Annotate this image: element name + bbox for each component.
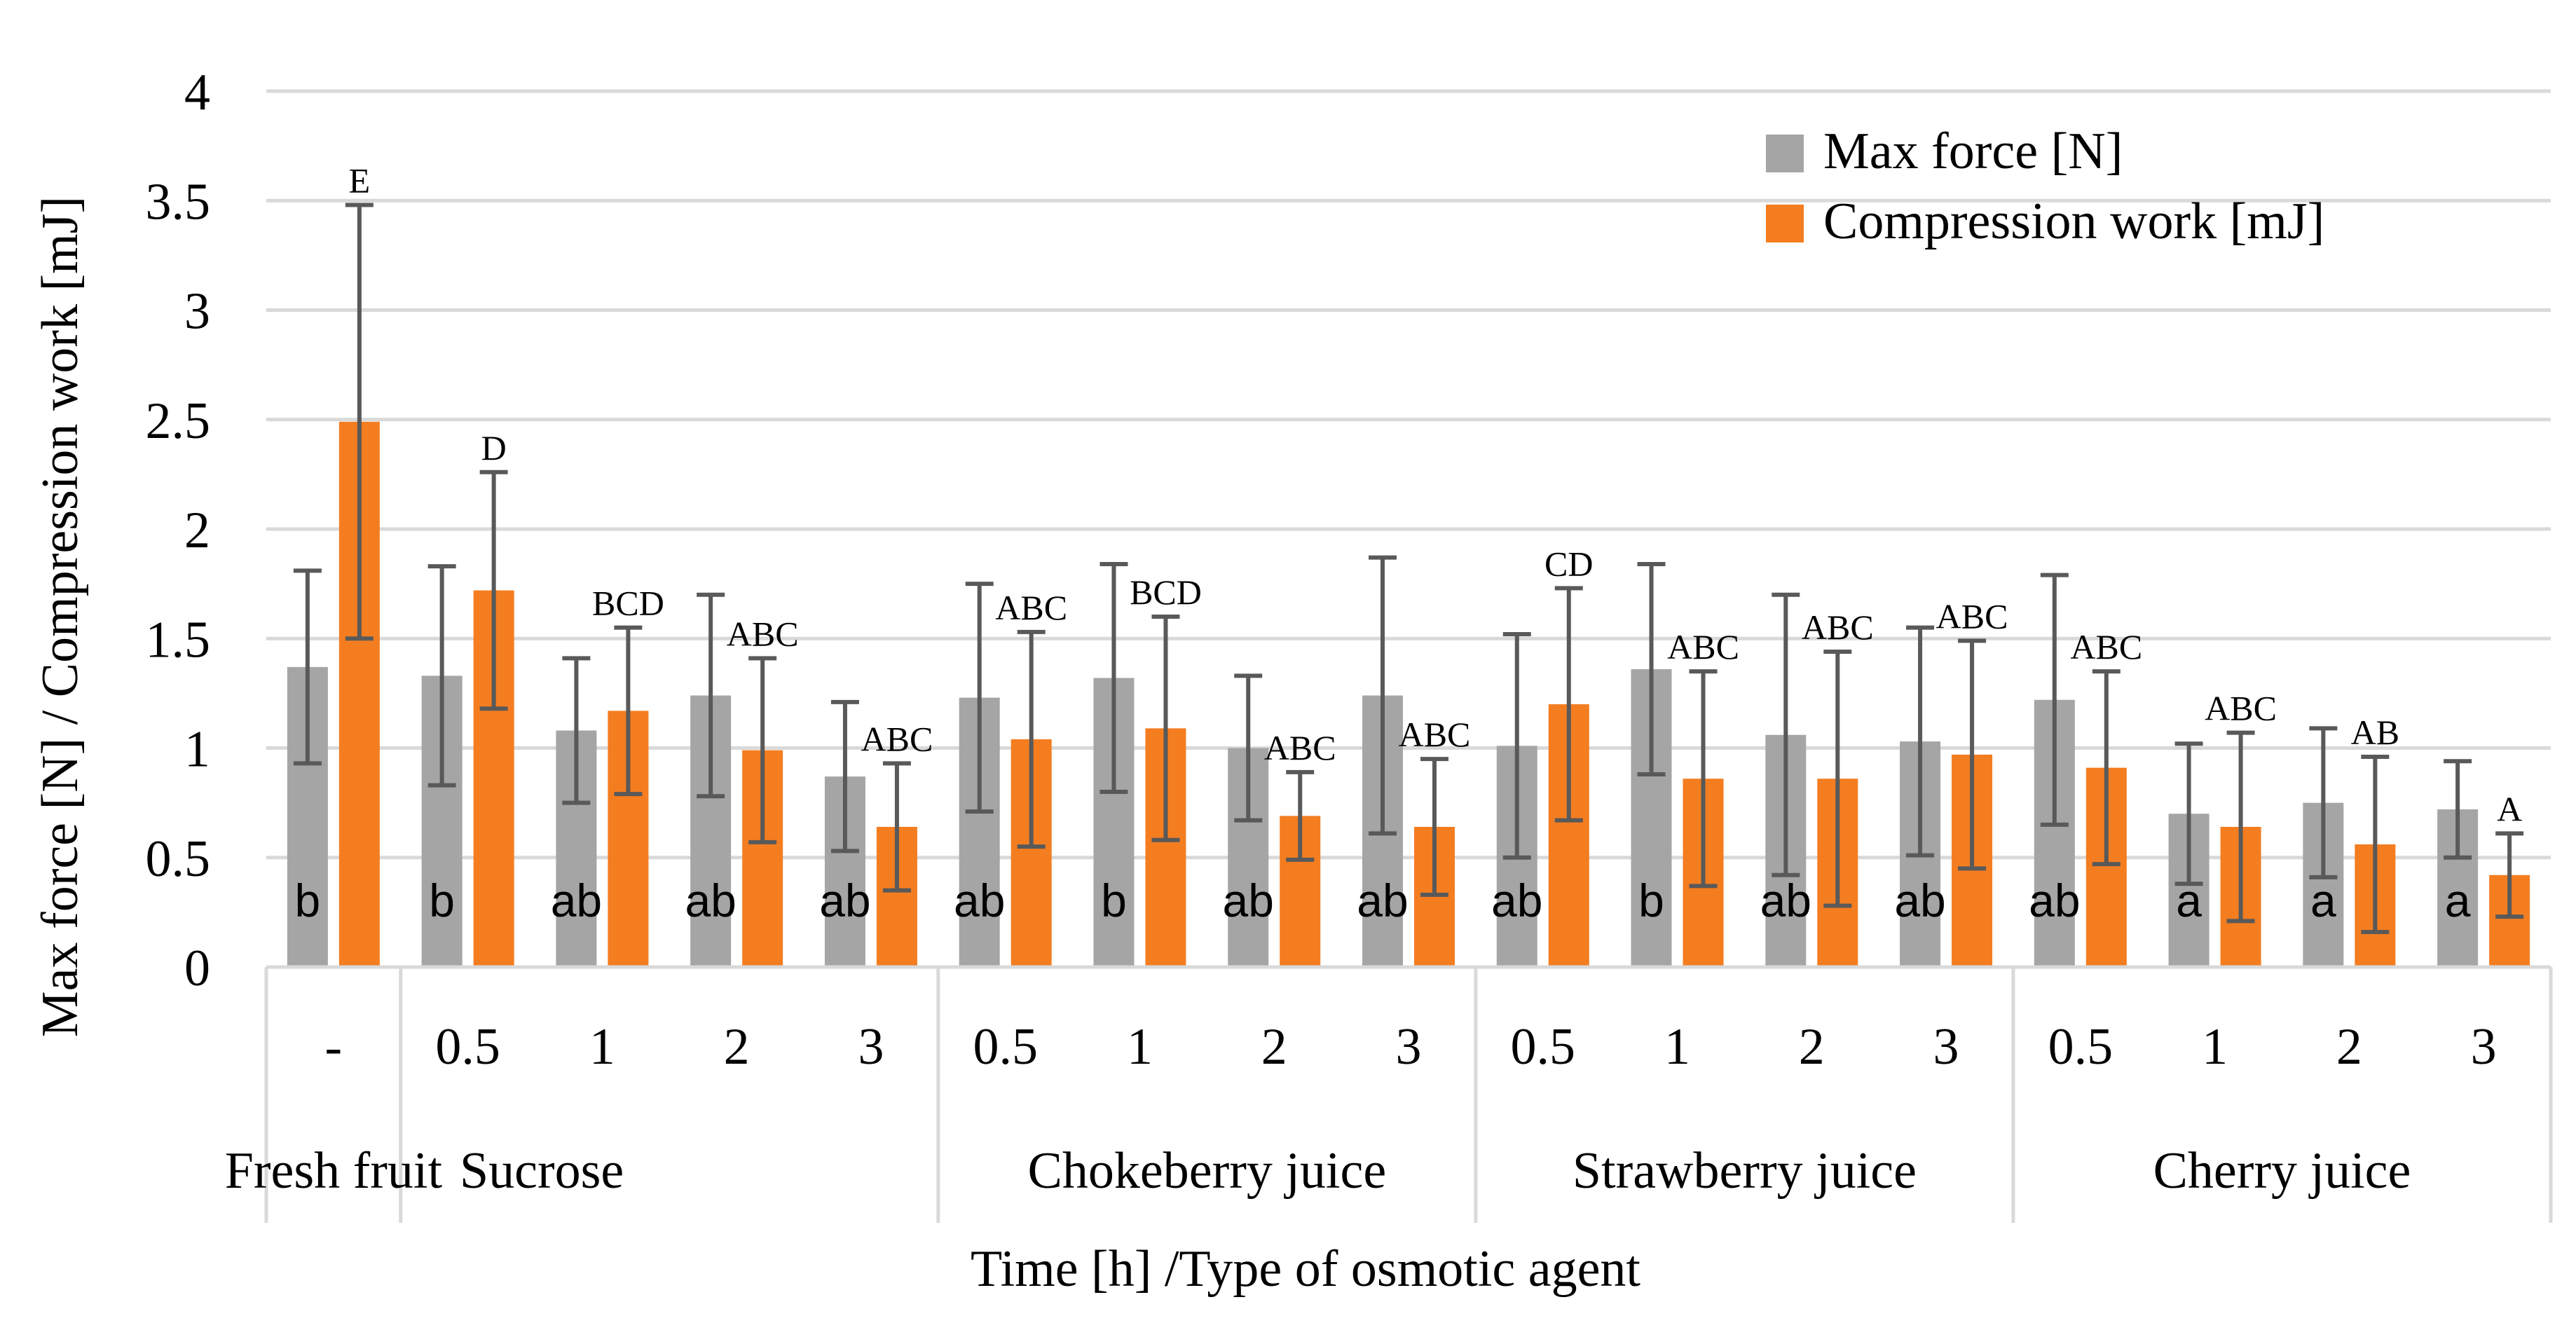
x-tick-label: 1 <box>1664 1018 1690 1076</box>
group-label: Fresh fruit <box>225 1142 443 1200</box>
y-tick-label: 3.5 <box>146 173 211 231</box>
max-force-letter: ab <box>551 875 602 926</box>
compression-work-letter: D <box>481 428 507 467</box>
y-tick-label: 3 <box>184 283 210 341</box>
legend-label-compression-work: Compression work [mJ] <box>1823 193 2324 250</box>
group-label: Chokeberry juice <box>1028 1142 1387 1200</box>
group-label: Sucrose <box>460 1142 624 1200</box>
x-tick-label: 0.5 <box>973 1018 1038 1076</box>
max-force-letter: ab <box>1491 875 1542 926</box>
max-force-letter: b <box>429 875 455 926</box>
x-tick-label: 3 <box>1933 1018 1959 1076</box>
max-force-letter: ab <box>2029 875 2080 926</box>
compression-work-letter: ABC <box>727 614 799 653</box>
x-axis-label: Time [h] /Type of osmotic agent <box>971 1240 1640 1298</box>
max-force-letter: ab <box>954 875 1005 926</box>
x-tick-label: 1 <box>2202 1018 2228 1076</box>
x-tick-label: 2 <box>1799 1018 1825 1076</box>
group-label: Cherry juice <box>2153 1142 2411 1200</box>
x-tick-label: 1 <box>589 1018 615 1076</box>
x-tick-label: 0.5 <box>2048 1018 2113 1076</box>
x-tick-label: 0.5 <box>1511 1018 1576 1076</box>
max-force-letter: ab <box>1357 875 1408 926</box>
x-tick-label: 2 <box>2336 1018 2362 1076</box>
axes: 0 0.5 1 1.5 2 2.5 3 3.5 4 - 0.5 1 2 3 0.5 1 2 3 0.5 1 2 3 0.5 1… <box>146 64 2553 1223</box>
x-tick-label: 2 <box>724 1018 750 1076</box>
compression-work-letter: ABC <box>995 588 1067 627</box>
group-label: Strawberry juice <box>1573 1142 1917 1200</box>
legend-swatch-compression-work <box>1766 205 1804 242</box>
significance-letters: b b ab ab ab ab b ab ab ab b ab ab ab a a aEDBCDABCABCAB… <box>295 161 2523 927</box>
max-force-letter: a <box>2445 875 2471 926</box>
compression-work-letter: ABC <box>1399 715 1471 754</box>
max-force-letter: b <box>1101 875 1127 926</box>
compression-work-letter: ABC <box>1264 728 1336 767</box>
max-force-letter: a <box>2176 875 2202 926</box>
compression-work-letter: E <box>349 161 371 200</box>
max-force-letter: ab <box>1760 875 1811 926</box>
max-force-letter: ab <box>1223 875 1274 926</box>
y-tick-label: 0.5 <box>146 830 211 888</box>
y-tick-label: 2.5 <box>146 392 211 450</box>
y-tick-label: 2 <box>184 502 210 559</box>
compression-work-letter: AB <box>2351 713 2399 752</box>
compression-work-letter: ABC <box>1802 608 1874 647</box>
compression-work-letter: ABC <box>2205 689 2277 728</box>
x-tick-label: - <box>325 1018 343 1076</box>
y-axis-label: Max force [N] / Compression work [mJ] <box>32 196 89 1037</box>
compression-work-letter: BCD <box>1130 573 1202 612</box>
compression-work-letter: CD <box>1544 544 1593 583</box>
max-force-letter: ab <box>819 875 870 926</box>
y-tick-label: 1.5 <box>146 611 211 669</box>
max-force-letter: ab <box>685 875 736 926</box>
x-tick-label: 3 <box>2471 1018 2497 1076</box>
error-bars <box>293 203 2524 934</box>
x-tick-label: 3 <box>1396 1018 1422 1076</box>
compression-work-letter: ABC <box>2070 627 2142 666</box>
x-tick-label: 3 <box>858 1018 884 1076</box>
x-tick-label: 0.5 <box>435 1018 500 1076</box>
y-tick-label: 1 <box>184 721 210 779</box>
compression-work-letter: ABC <box>1936 596 2008 636</box>
max-force-letter: b <box>295 875 321 926</box>
max-force-letter: a <box>2310 875 2336 926</box>
legend-label-max-force: Max force [N] <box>1823 123 2123 180</box>
compression-work-letter: ABC <box>1667 627 1739 666</box>
compression-work-letter: A <box>2497 789 2522 828</box>
x-tick-label: 1 <box>1127 1018 1153 1076</box>
compression-work-letter: ABC <box>861 719 933 758</box>
y-tick-label: 0 <box>184 940 210 997</box>
legend: Max force [N] Compression work [mJ] <box>1766 123 2324 250</box>
legend-swatch-max-force <box>1766 135 1804 172</box>
y-tick-label: 4 <box>184 64 210 121</box>
max-force-letter: ab <box>1894 875 1945 926</box>
max-force-letter: b <box>1638 875 1664 926</box>
x-tick-label: 2 <box>1261 1018 1287 1076</box>
compression-work-letter: BCD <box>592 584 664 623</box>
